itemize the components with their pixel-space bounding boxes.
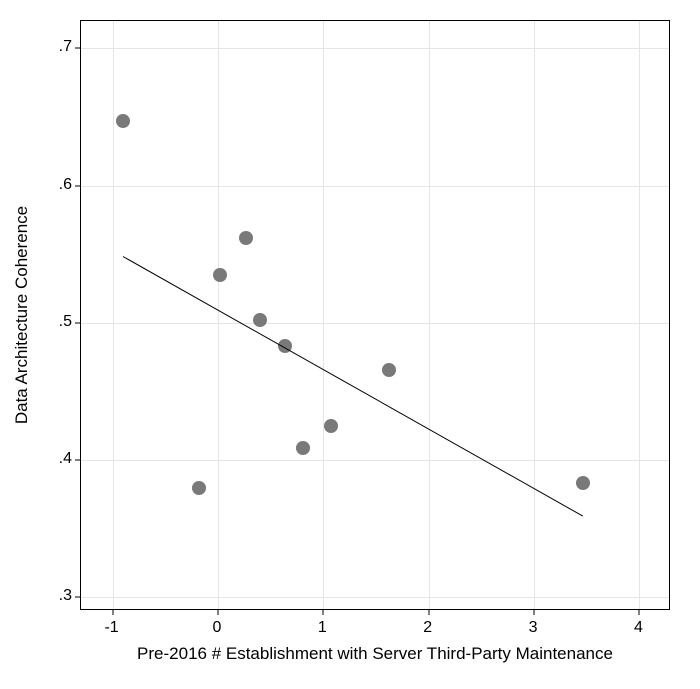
regression-line (123, 256, 583, 516)
y-tick-label: .5 (46, 314, 72, 330)
gridline-horizontal (81, 323, 669, 324)
x-tick-mark (534, 609, 535, 615)
y-tick-mark (75, 185, 81, 186)
scatter-point (576, 476, 590, 490)
gridline-vertical (429, 21, 430, 609)
gridline-horizontal (81, 460, 669, 461)
scatter-point (213, 268, 227, 282)
scatter-point (324, 419, 338, 433)
y-tick-mark (75, 460, 81, 461)
scatter-point (239, 231, 253, 245)
gridline-vertical (639, 21, 640, 609)
scatter-point (253, 313, 267, 327)
y-tick-mark (75, 597, 81, 598)
gridline-vertical (218, 21, 219, 609)
y-tick-label: .4 (46, 451, 72, 467)
x-tick-mark (112, 609, 113, 615)
x-tick-label: 2 (423, 620, 432, 636)
gridline-vertical (323, 21, 324, 609)
y-tick-mark (75, 322, 81, 323)
gridline-horizontal (81, 597, 669, 598)
scatter-chart: Data Architecture Coherence Pre-2016 # E… (0, 0, 700, 689)
x-tick-label: 3 (529, 620, 538, 636)
x-tick-mark (428, 609, 429, 615)
x-tick-label: -1 (104, 620, 118, 636)
scatter-point (116, 114, 130, 128)
y-axis-label: Data Architecture Coherence (12, 206, 32, 424)
y-tick-label: .7 (46, 39, 72, 55)
gridline-vertical (534, 21, 535, 609)
x-tick-mark (639, 609, 640, 615)
gridline-vertical (113, 21, 114, 609)
scatter-point (382, 363, 396, 377)
x-tick-label: 4 (634, 620, 643, 636)
plot-area (80, 20, 670, 610)
x-tick-label: 1 (318, 620, 327, 636)
y-tick-mark (75, 48, 81, 49)
scatter-point (192, 481, 206, 495)
gridline-horizontal (81, 186, 669, 187)
y-tick-label: .3 (46, 588, 72, 604)
y-tick-label: .6 (46, 177, 72, 193)
x-tick-label: 0 (213, 620, 222, 636)
scatter-point (296, 441, 310, 455)
x-tick-mark (323, 609, 324, 615)
gridline-horizontal (81, 48, 669, 49)
x-axis-label: Pre-2016 # Establishment with Server Thi… (137, 644, 613, 664)
x-tick-mark (217, 609, 218, 615)
